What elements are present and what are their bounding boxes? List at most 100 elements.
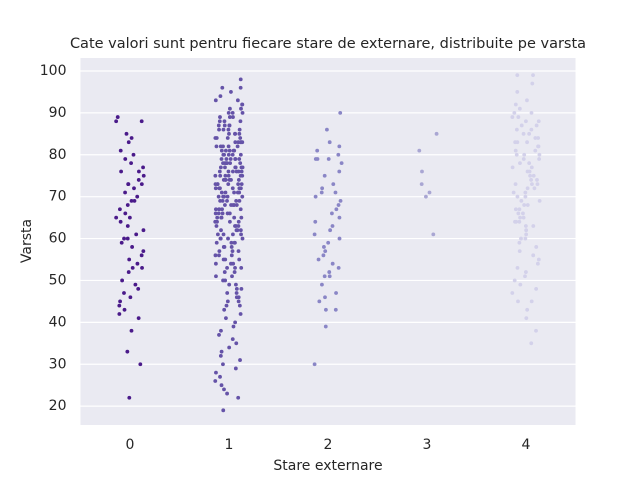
data-point [223, 190, 228, 195]
data-point [133, 282, 138, 287]
x-tick-label: 4 [522, 437, 531, 453]
data-point [517, 249, 522, 254]
x-tick-label: 3 [423, 437, 432, 453]
data-point [127, 257, 132, 262]
data-point [337, 169, 342, 174]
data-point [129, 136, 134, 140]
data-point [213, 211, 218, 216]
data-point [229, 253, 234, 258]
data-point [316, 257, 321, 262]
y-tick-label: 40 [49, 314, 67, 330]
data-point [238, 119, 243, 124]
data-point [221, 232, 226, 237]
data-point [513, 102, 518, 107]
data-point [323, 324, 328, 329]
data-point [213, 253, 218, 258]
data-point [517, 240, 522, 245]
data-point [219, 190, 224, 195]
data-point [513, 219, 517, 224]
data-point [419, 182, 424, 187]
data-point [226, 169, 231, 174]
data-point [525, 307, 530, 312]
data-point [233, 140, 238, 145]
data-point [534, 286, 539, 291]
data-point [231, 324, 236, 329]
data-point [236, 182, 241, 187]
data-point [226, 236, 230, 241]
data-point [217, 333, 221, 337]
data-point [226, 152, 231, 157]
data-point [527, 131, 532, 136]
y-tick-label: 20 [49, 398, 67, 414]
data-point [218, 353, 223, 358]
data-point [515, 73, 520, 78]
data-point [229, 178, 233, 182]
data-point [513, 182, 518, 187]
data-point [131, 152, 136, 157]
data-point [227, 282, 232, 287]
data-point [427, 190, 432, 195]
data-point [216, 123, 221, 128]
data-point [230, 186, 235, 191]
data-point [233, 320, 238, 325]
data-point [530, 81, 535, 86]
data-point [238, 161, 243, 166]
data-point [234, 295, 239, 300]
data-point [124, 131, 129, 136]
data-point [511, 190, 516, 195]
data-point [219, 148, 224, 153]
data-point [233, 265, 237, 270]
data-point [417, 148, 422, 153]
data-point [236, 299, 241, 304]
data-point [328, 228, 333, 233]
data-point [230, 110, 235, 115]
data-point [227, 148, 232, 153]
data-point [240, 140, 245, 145]
data-point [236, 219, 241, 224]
data-point [129, 198, 134, 203]
data-point [239, 106, 243, 111]
data-point [114, 215, 119, 220]
data-point [323, 249, 328, 254]
data-point [512, 278, 517, 283]
data-point [130, 245, 135, 249]
data-point [522, 203, 527, 207]
data-point [523, 274, 527, 279]
data-point [533, 136, 538, 140]
data-point [239, 265, 244, 270]
y-tick-label: 70 [49, 189, 67, 205]
data-point [234, 291, 239, 295]
data-point [130, 265, 135, 270]
data-point [513, 140, 518, 145]
data-point [238, 312, 243, 316]
data-point [215, 232, 220, 237]
data-point [234, 198, 239, 203]
data-point [518, 161, 522, 166]
data-point [118, 299, 122, 304]
data-point [532, 186, 537, 191]
data-point [315, 157, 320, 161]
data-point [141, 173, 146, 178]
data-point [129, 161, 133, 166]
data-point [233, 131, 237, 136]
data-point [320, 186, 325, 191]
data-point [320, 282, 324, 287]
data-point [240, 110, 245, 115]
data-point [215, 219, 219, 224]
data-point [122, 307, 127, 312]
data-point [221, 127, 226, 132]
data-point [132, 198, 137, 203]
data-point [222, 270, 227, 274]
data-point [140, 265, 144, 270]
data-point [330, 224, 335, 228]
x-tick-label: 2 [324, 437, 333, 453]
data-point [220, 211, 225, 216]
data-point [524, 119, 528, 124]
data-point [126, 182, 131, 187]
data-point [534, 328, 538, 333]
data-point [529, 127, 534, 132]
data-point [141, 165, 145, 170]
data-point [125, 224, 130, 228]
data-point [238, 136, 243, 140]
data-point [137, 169, 141, 174]
